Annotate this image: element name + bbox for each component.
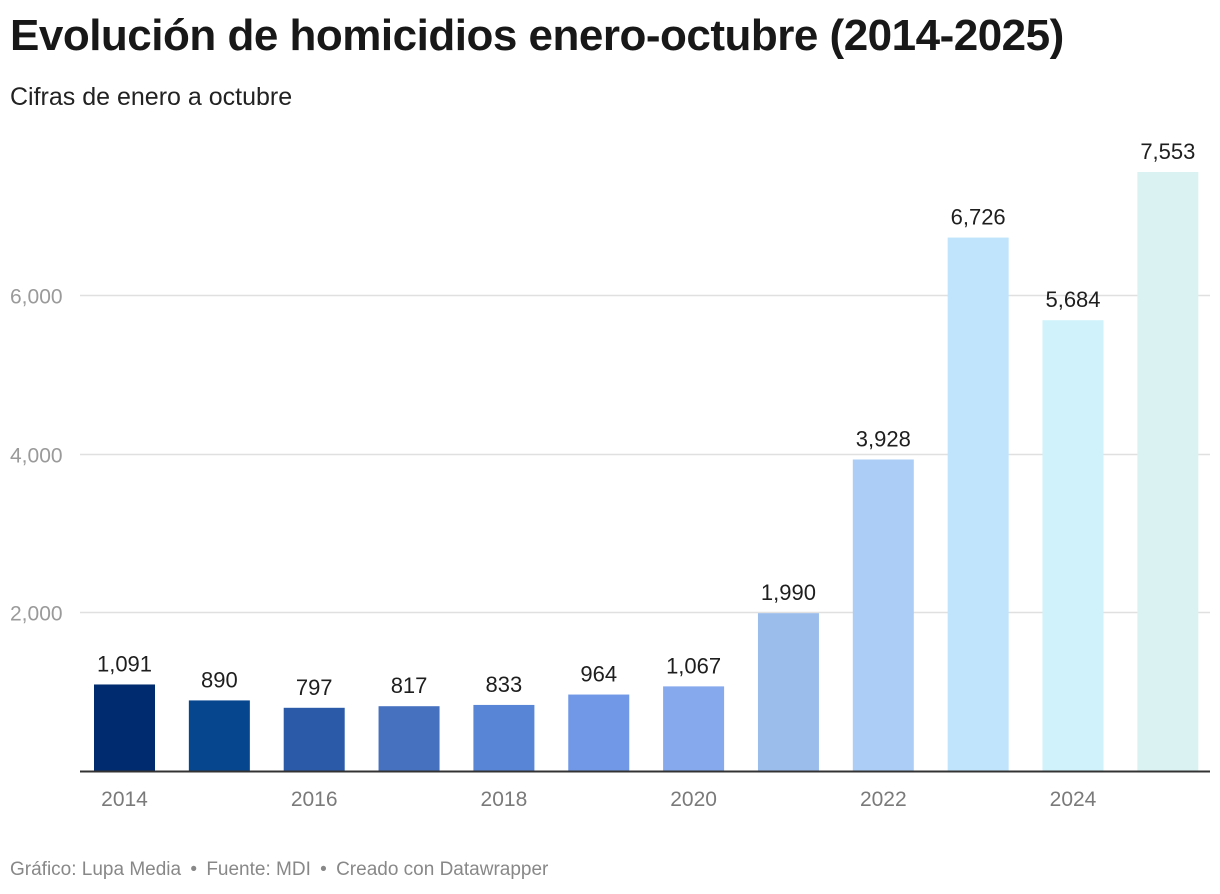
footer-separator: • xyxy=(190,859,198,880)
bar-value-label-2024: 5,684 xyxy=(1045,287,1100,312)
x-tick-label-2018: 2018 xyxy=(481,788,528,811)
bar-2024 xyxy=(1042,320,1104,771)
bar-2019 xyxy=(568,694,630,771)
bar-2022 xyxy=(852,459,914,771)
chart-footer: Gráfico: Lupa Media • Fuente: MDI • Crea… xyxy=(10,858,548,882)
bar-value-label-2025: 7,553 xyxy=(1140,139,1195,164)
bars xyxy=(94,172,1199,772)
bar-2016 xyxy=(283,707,345,771)
gridlines xyxy=(80,294,1210,614)
bar-2015 xyxy=(188,700,250,771)
bar-value-label-2023: 6,726 xyxy=(951,205,1006,230)
bar-value-label-2021: 1,990 xyxy=(761,580,816,605)
bar-value-label-2018: 833 xyxy=(486,672,523,697)
x-tick-label-2020: 2020 xyxy=(670,788,717,811)
y-tick-label: 4,000 xyxy=(10,445,63,468)
bar-value-label-2019: 964 xyxy=(580,662,617,687)
footer-tool: Creado con Datawrapper xyxy=(336,859,549,880)
bar-2023 xyxy=(947,237,1009,772)
x-tick-label-2014: 2014 xyxy=(101,788,148,811)
bar-value-label-2017: 817 xyxy=(391,673,428,698)
footer-credit: Gráfico: Lupa Media xyxy=(10,859,182,880)
bar-2017 xyxy=(378,706,440,771)
bar-2020 xyxy=(663,686,725,771)
x-tick-label-2024: 2024 xyxy=(1050,788,1097,811)
bar-2021 xyxy=(757,613,819,771)
bar-value-label-2022: 3,928 xyxy=(856,426,911,451)
bar-2018 xyxy=(473,704,535,771)
bar-value-label-2020: 1,067 xyxy=(666,653,721,678)
bar-value-labels: 1,091 890 797 817 833 964 1,067 1,990 3,928 6,726… xyxy=(97,139,1195,700)
x-tick-label-2016: 2016 xyxy=(291,788,338,811)
footer-source: Fuente: MDI xyxy=(206,859,311,880)
bar-value-label-2014: 1,091 xyxy=(97,651,152,676)
y-axis-tick-labels: 2,000 4,000 6,000 xyxy=(10,286,63,626)
y-tick-label: 2,000 xyxy=(10,603,63,626)
footer-separator: • xyxy=(320,859,327,880)
bar-2025 xyxy=(1137,172,1199,771)
bar-2014 xyxy=(94,684,155,771)
x-tick-label-2022: 2022 xyxy=(860,788,907,811)
bar-value-label-2016: 797 xyxy=(296,675,333,700)
chart-title: Evolución de homicidios enero-octubre (2… xyxy=(10,11,1064,60)
chart-subtitle: Cifras de enero a octubre xyxy=(10,83,293,111)
bar-value-label-2015: 890 xyxy=(201,667,238,692)
y-tick-label: 6,000 xyxy=(10,286,63,309)
x-axis-tick-labels: 2014 2016 2018 2020 2022 2024 xyxy=(101,788,1097,811)
